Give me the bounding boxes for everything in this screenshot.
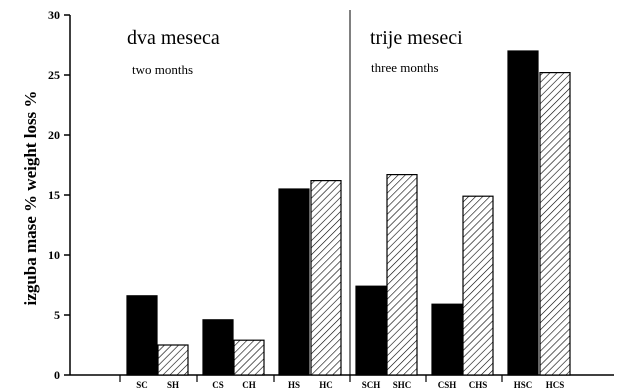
x-category-label: CHS [469,380,488,390]
y-tick-label: 5 [54,308,60,322]
x-category-label: CS [212,380,224,390]
y-tick-label: 10 [48,248,60,262]
bar-csh [431,303,463,376]
panel-1-title: dva meseca [127,27,220,49]
y-tick-label: 25 [48,68,60,82]
bar-sh [157,344,189,376]
y-tick-label: 0 [54,368,60,382]
x-category-label: SCH [362,380,381,390]
x-category-label: CSH [438,380,457,390]
bar-ch [233,339,265,376]
bar-hc [310,180,342,376]
bar-hsc [507,50,539,376]
bar-sch [355,285,387,376]
x-category-label: HS [288,380,300,390]
bar-shc [386,174,418,376]
bar-hs [278,188,310,376]
panel-2-title: trije meseci [370,27,463,49]
panel-2-subtitle: three months [371,60,439,75]
y-axis-label: izguba mase % weight loss % [21,91,40,306]
x-category-label: HCS [546,380,565,390]
x-category-label: CH [242,380,256,390]
x-category-label: SH [167,380,179,390]
y-tick-label: 20 [48,128,60,142]
y-tick-label: 15 [48,188,60,202]
bar-cs [202,319,234,376]
bar-sc [126,295,158,376]
bar-chs [462,195,494,376]
x-category-label: HC [319,380,333,390]
y-tick-label: 30 [48,8,60,22]
x-category-label: SHC [393,380,412,390]
bars [126,50,571,376]
x-category-label: HSC [514,380,533,390]
x-category-label: SC [136,380,148,390]
bar-hcs [539,71,571,376]
labels: 0 5 10 15 20 25 30 SC SH CS CH HS HC SCH SHC CSH CHS HSC H… [48,8,564,390]
panel-1-subtitle: two months [132,62,193,77]
